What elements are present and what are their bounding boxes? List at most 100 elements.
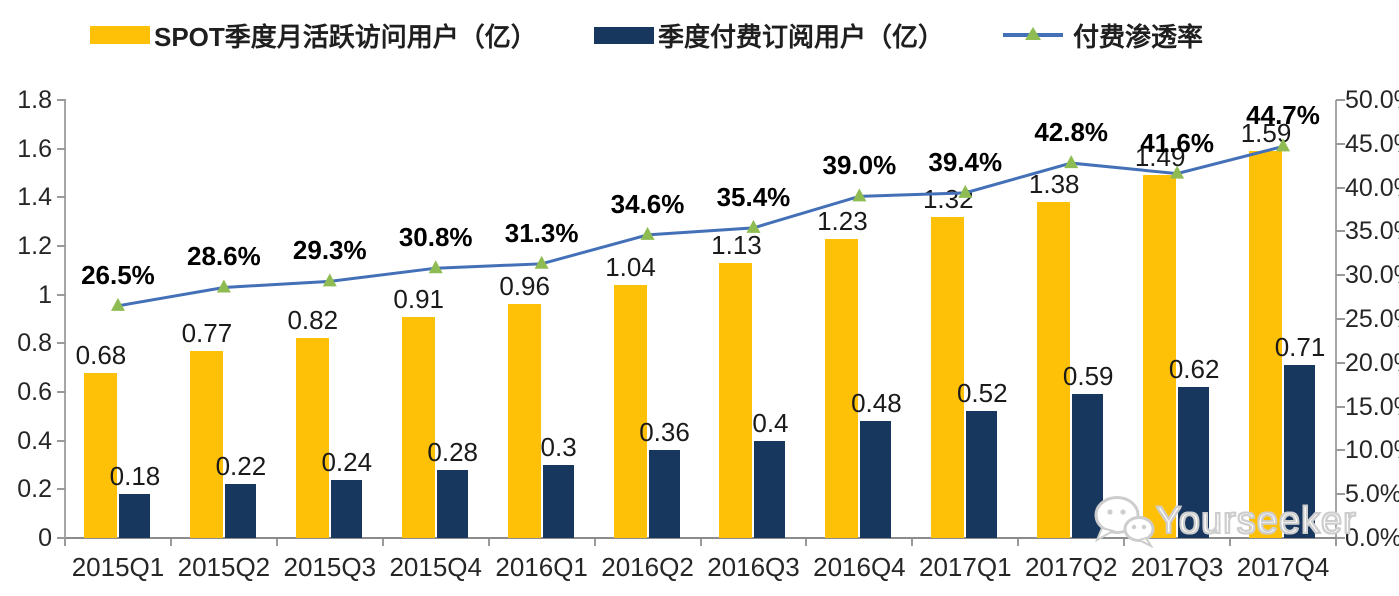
legend-label-penetration: 付费渗透率 xyxy=(1073,21,1204,52)
bar-value-label-subscribers: 0.3 xyxy=(540,432,577,462)
y-axis-tick-left xyxy=(57,147,66,150)
y-axis-tick-right xyxy=(1336,537,1345,539)
x-axis-tick xyxy=(1335,539,1337,546)
penetration-value-label: 41.6% xyxy=(1140,127,1214,158)
bar-value-label-subscribers: 0.18 xyxy=(109,461,161,492)
bar-mau xyxy=(401,316,435,538)
x-axis-label: 2016Q1 xyxy=(495,552,588,582)
legend-item-mau: SPOT季度月活跃访问用户（亿） xyxy=(90,18,537,52)
bar-subscribers xyxy=(542,465,574,538)
x-axis-tick xyxy=(805,539,808,546)
penetration-value-label: 28.6% xyxy=(187,241,261,272)
x-axis-label: 2016Q2 xyxy=(601,552,694,582)
y-axis-tick-left xyxy=(57,342,66,345)
watermark: Yourseeker xyxy=(1092,494,1357,548)
bar-value-label-subscribers: 0.22 xyxy=(215,451,267,482)
x-axis-tick xyxy=(1123,539,1126,546)
y-axis-tick-label-right: 10.0% xyxy=(1345,436,1399,465)
bar-mau xyxy=(931,216,965,538)
bar-value-label-mau: 1.13 xyxy=(711,230,762,261)
bar-mau xyxy=(83,372,117,538)
bar-value-label-mau: 0.91 xyxy=(393,283,444,314)
bar-value-label-subscribers: 0.24 xyxy=(321,446,373,477)
x-axis-label: 2017Q2 xyxy=(1024,552,1118,582)
y-axis-tick-label-left: 0.4 xyxy=(17,426,52,455)
y-axis-tick-label-left: 0.8 xyxy=(17,329,52,358)
y-axis-tick-right xyxy=(1336,230,1345,233)
bar-value-label-subscribers: 0.59 xyxy=(1062,361,1114,392)
penetration-value-label: 44.7% xyxy=(1246,100,1320,131)
x-axis-tick xyxy=(381,539,384,546)
y-axis-tick-label-left: 1.2 xyxy=(17,232,52,260)
x-axis-label: 2015Q1 xyxy=(71,552,165,582)
bar-value-label-mau: 1.04 xyxy=(605,251,656,282)
bar-subscribers xyxy=(330,479,362,538)
y-axis-tick-right xyxy=(1336,361,1345,364)
triangle-marker xyxy=(640,226,655,240)
y-axis-tick-label-right: 20.0% xyxy=(1345,348,1399,377)
y-axis-tick-right xyxy=(1336,493,1345,496)
y-axis-tick-label-right: 0.0% xyxy=(1345,524,1399,552)
penetration-value-label: 30.8% xyxy=(398,222,473,253)
y-axis-tick-label-right: 40.0% xyxy=(1345,173,1399,202)
y-axis-tick-left xyxy=(57,537,66,539)
penetration-value-label: 35.4% xyxy=(716,181,791,212)
x-axis-tick xyxy=(1017,539,1020,546)
bar-value-label-subscribers: 0.4 xyxy=(752,407,789,438)
bar-value-label-subscribers: 0.48 xyxy=(851,388,902,419)
y-axis-tick-right xyxy=(1336,186,1345,189)
x-axis-tick xyxy=(1229,539,1232,546)
y-axis-left xyxy=(64,100,66,538)
penetration-value-label: 42.8% xyxy=(1034,117,1109,148)
y-axis-tick-label-right: 15.0% xyxy=(1345,392,1399,421)
y-axis-tick-right xyxy=(1336,405,1345,408)
triangle-marker xyxy=(216,279,231,293)
bar-value-label-subscribers: 0.62 xyxy=(1168,354,1220,385)
bar-subscribers xyxy=(118,494,150,538)
legend-label-mau: SPOT季度月活跃访问用户（亿） xyxy=(154,21,537,52)
bar-subscribers xyxy=(754,440,786,538)
x-axis-tick xyxy=(169,539,172,546)
triangle-marker-icon xyxy=(1025,26,1041,40)
legend-item-subscribers: 季度付费订阅用户（亿） xyxy=(594,18,944,52)
y-axis-tick-label-left: 0.2 xyxy=(17,475,52,504)
penetration-value-label: 34.6% xyxy=(610,188,685,219)
legend-label-subscribers: 季度付费订阅用户（亿） xyxy=(658,21,945,52)
bar-value-label-mau: 1.38 xyxy=(1028,169,1080,200)
bar-value-label-subscribers: 0.36 xyxy=(639,417,690,448)
penetration-value-label: 31.3% xyxy=(504,217,579,248)
x-axis-label: 2015Q3 xyxy=(283,552,377,582)
bar-subscribers xyxy=(436,469,468,538)
bar-value-label-subscribers: 0.52 xyxy=(956,378,1008,409)
bar-subscribers xyxy=(1178,387,1210,538)
x-axis-label: 2016Q4 xyxy=(813,552,906,582)
x-axis-label: 2017Q3 xyxy=(1130,552,1224,582)
y-axis-tick-left xyxy=(57,391,66,393)
penetration-value-label: 29.3% xyxy=(292,235,367,266)
y-axis-tick-label-right: 5.0% xyxy=(1345,480,1399,509)
bar-subscribers xyxy=(648,450,680,538)
bar-value-label-mau: 1.23 xyxy=(817,205,868,236)
x-axis-tick xyxy=(699,539,702,546)
bar-value-label-mau: 0.68 xyxy=(75,339,127,370)
x-axis-tick xyxy=(911,539,914,546)
x-axis-tick xyxy=(275,539,278,546)
wechat-icon xyxy=(1094,496,1155,548)
x-axis-label: 2015Q2 xyxy=(177,552,271,582)
x-axis-label: 2017Q1 xyxy=(919,552,1012,582)
y-axis-tick-label-left: 0.6 xyxy=(17,378,52,406)
x-axis-tick xyxy=(487,539,490,546)
y-axis-tick-left xyxy=(57,99,66,101)
y-axis-tick-label-right: 25.0% xyxy=(1345,305,1399,333)
triangle-marker xyxy=(110,297,125,311)
y-axis-tick-right xyxy=(1336,318,1345,320)
penetration-trend-line xyxy=(117,144,1284,308)
bar-value-label-mau: 0.96 xyxy=(499,271,550,302)
x-axis xyxy=(64,537,1337,539)
y-axis-tick-right xyxy=(1336,274,1345,277)
bar-value-label-mau: 1.32 xyxy=(922,183,974,214)
y-axis-tick-left xyxy=(57,488,66,491)
y-axis-tick-right xyxy=(1336,99,1345,101)
triangle-marker xyxy=(534,255,549,269)
